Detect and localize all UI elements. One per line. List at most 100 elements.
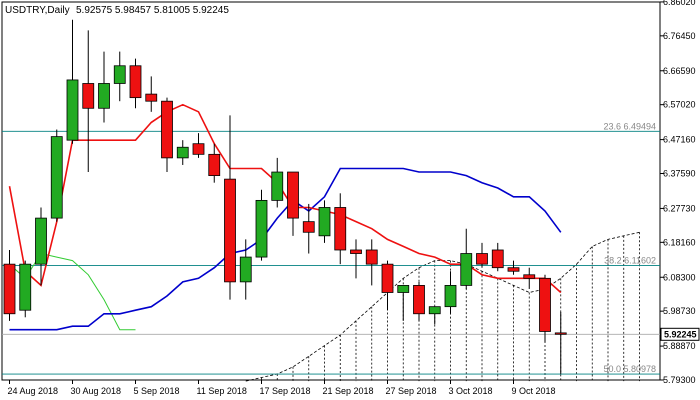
x-tick-label: 5 Sep 2018: [134, 386, 180, 396]
candle: [507, 260, 520, 275]
candle: [145, 76, 158, 112]
y-tick-label: 6.08300: [663, 272, 696, 282]
candle: [192, 133, 205, 158]
candle-body: [413, 285, 425, 315]
candle: [239, 239, 252, 300]
y-tick-label: 6.57020: [663, 100, 696, 110]
candle-body: [460, 253, 473, 286]
candle-body: [82, 83, 95, 109]
candle-body: [161, 100, 173, 159]
y-tick-label: 6.76450: [663, 31, 696, 41]
candle-body: [3, 263, 16, 315]
candle-body: [271, 171, 284, 201]
current-price-tag: [660, 327, 700, 341]
y-tick-label: 5.98730: [663, 306, 696, 316]
fib-label: 38.2 6.11602: [604, 256, 656, 266]
y-tick-label: 5.88870: [663, 341, 696, 351]
candle-body: [19, 263, 32, 311]
candle-body: [287, 171, 299, 219]
candle-body: [397, 285, 410, 293]
cloud-upper-edge: [245, 231, 640, 382]
candle-body: [224, 178, 236, 283]
candle-body: [98, 83, 110, 109]
y-tick-label: 6.27730: [663, 203, 696, 213]
x-tick-label: 27 Sep 2018: [386, 386, 437, 396]
candle: [161, 97, 173, 173]
candle-body: [113, 65, 126, 84]
candle: [82, 30, 95, 173]
y-tick-label: 5.79300: [663, 375, 696, 385]
candle: [523, 267, 536, 289]
chart-ohlc-values: 5.92575 5.98457 5.81005 5.92245: [76, 5, 229, 16]
fib-label: 23.6 6.49494: [603, 121, 656, 131]
candle-body: [491, 249, 504, 269]
x-tick-label: 24 Aug 2018: [8, 386, 59, 396]
candle: [19, 260, 32, 318]
candle: [271, 157, 284, 208]
candle-body: [66, 79, 79, 141]
candle: [35, 207, 47, 286]
candle-body: [523, 274, 536, 279]
candle-body: [50, 136, 63, 219]
plot-frame: [1, 1, 661, 381]
candle: [176, 140, 189, 165]
candle-body: [35, 217, 47, 265]
y-tick-label: 6.86020: [663, 0, 696, 7]
candle: [3, 249, 16, 321]
candle-body: [476, 253, 488, 265]
x-tick-label: 30 Aug 2018: [71, 386, 122, 396]
candle-body: [129, 65, 142, 99]
kijun-line: [9, 167, 562, 331]
candle: [334, 193, 347, 265]
candle: [428, 306, 441, 325]
candle-body: [334, 207, 347, 251]
candle: [98, 51, 110, 123]
candle: [350, 239, 362, 279]
y-tick-label: 6.47160: [663, 135, 696, 145]
x-tick-label: 21 Sep 2018: [323, 386, 374, 396]
y-tick-label: 6.18160: [663, 237, 696, 247]
candle-body: [428, 306, 441, 315]
candle-body: [507, 267, 520, 272]
x-tick-label: 3 Oct 2018: [449, 386, 493, 396]
current-price-label: 5.92245: [664, 329, 697, 339]
candle-body: [554, 332, 567, 335]
candle: [539, 274, 551, 343]
candle-body: [444, 285, 457, 308]
candle-body: [318, 207, 331, 237]
candle-body: [539, 277, 551, 332]
candle: [444, 271, 457, 314]
candle: [208, 143, 221, 183]
candle-body: [365, 249, 378, 265]
candle-body: [302, 221, 315, 233]
candle-body: [176, 146, 189, 159]
candle: [129, 58, 142, 109]
candle-body: [192, 143, 205, 155]
ichimoku-cloud: [245, 231, 640, 382]
candle: [397, 285, 410, 321]
candle-body: [145, 93, 158, 102]
x-tick-label: 17 Sep 2018: [260, 386, 311, 396]
fib-label: 50.0 5.80978: [603, 364, 656, 374]
candle: [365, 239, 378, 286]
y-tick-label: 6.37590: [663, 168, 696, 178]
x-tick-label: 11 Sep 2018: [197, 386, 247, 396]
candle: [554, 311, 567, 374]
chart-symbol-title: USDTRY,Daily: [5, 5, 70, 16]
candle: [413, 281, 425, 321]
candle: [460, 228, 473, 289]
candle: [255, 189, 268, 261]
candle: [318, 200, 331, 243]
y-tick-label: 6.66590: [663, 66, 696, 76]
candle-body: [255, 199, 268, 258]
candle: [476, 242, 488, 268]
candle: [113, 51, 126, 102]
candle: [302, 203, 315, 254]
candle: [381, 260, 394, 311]
candle: [224, 115, 236, 300]
candle-body: [208, 153, 221, 176]
candle-body: [381, 263, 394, 293]
candle: [50, 129, 63, 222]
candle-body: [239, 256, 252, 283]
